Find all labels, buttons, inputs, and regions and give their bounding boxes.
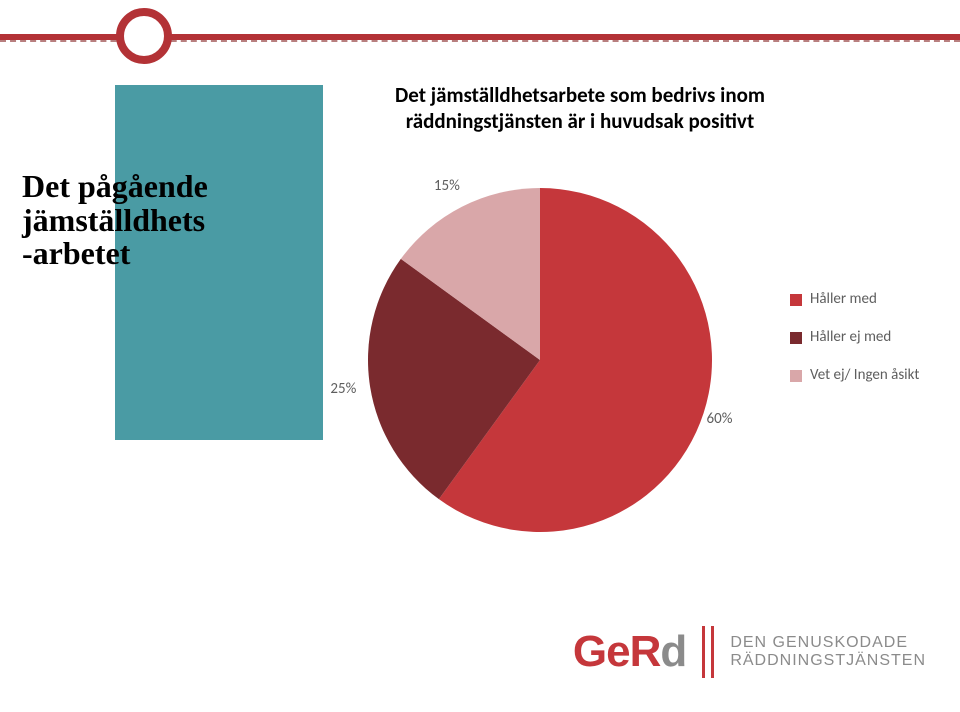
left-title-line1: Det pågående [22, 170, 322, 204]
legend-item-1: Håller ej med [790, 328, 919, 346]
pie-slice-label-0: 60% [707, 410, 733, 428]
legend-item-0: Håller med [790, 290, 919, 308]
pie-slice-label-2: 15% [434, 177, 460, 195]
logo-tagline-line2: RÄDDNINGSTJÄNSTEN [730, 652, 926, 670]
legend-item-2: Vet ej/ Ingen åsikt [790, 366, 919, 384]
left-section-title: Det pågående jämställdhets -arbetet [22, 170, 322, 271]
legend-label-1: Håller ej med [810, 328, 891, 346]
legend-label-0: Håller med [810, 290, 877, 308]
logo-letter-e: e [606, 627, 629, 677]
legend-swatch-2 [790, 370, 802, 382]
legend-swatch-1 [790, 332, 802, 344]
header-band [0, 0, 960, 64]
left-title-line2: jämställdhets [22, 204, 322, 238]
logo-letter-r: R [630, 627, 661, 677]
logo-tagline: DEN GENUSKODADE RÄDDNINGSTJÄNSTEN [730, 634, 926, 671]
legend-label-2: Vet ej/ Ingen åsikt [810, 366, 919, 384]
pie-chart [368, 188, 712, 532]
logo-separator-icon [702, 626, 714, 678]
header-ring-icon [116, 8, 172, 64]
footer-logo: GeRd DEN GENUSKODADE RÄDDNINGSTJÄNSTEN [573, 626, 926, 678]
chart-legend: Håller med Håller ej med Vet ej/ Ingen åsi… [790, 290, 919, 404]
logo-wordmark: GeRd [573, 627, 686, 677]
logo-letter-g: G [573, 627, 606, 677]
logo-tagline-line1: DEN GENUSKODADE [730, 634, 926, 652]
logo-letter-d: d [660, 627, 686, 677]
left-title-line3: -arbetet [22, 237, 322, 271]
chart-title-line2: räddningstjänsten är i huvudsak positivt [340, 108, 820, 134]
pie-slice-label-1: 25% [330, 380, 356, 398]
legend-swatch-0 [790, 294, 802, 306]
chart-title: Det jämställdhetsarbete som bedrivs inom… [340, 82, 820, 135]
chart-title-line1: Det jämställdhetsarbete som bedrivs inom [340, 82, 820, 108]
